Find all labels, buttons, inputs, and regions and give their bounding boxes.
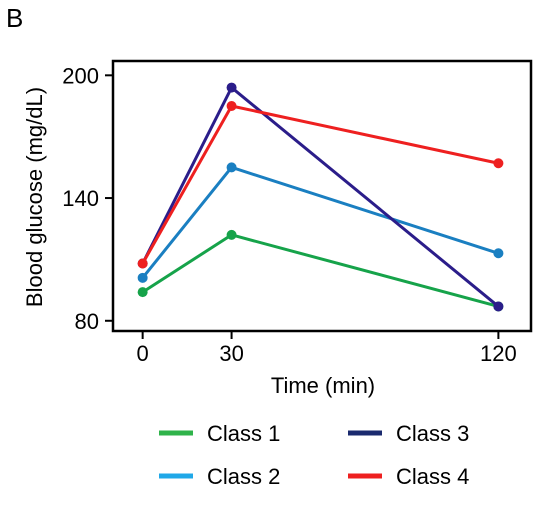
series-line	[141, 233, 499, 308]
legend-item: Class 2	[159, 464, 280, 489]
series-2	[137, 162, 504, 283]
series-layer	[137, 82, 504, 312]
data-point	[493, 158, 504, 169]
series-4	[137, 101, 504, 269]
series-1	[137, 229, 504, 312]
data-point	[493, 248, 504, 259]
y-tick-label: 200	[62, 63, 99, 88]
legend: Class 1 Class 2 Class 3 Class 4	[159, 421, 469, 489]
data-point	[226, 101, 237, 111]
plot-area	[111, 59, 533, 333]
data-point	[493, 301, 504, 312]
legend-item: Class 4	[348, 464, 469, 489]
data-point	[137, 272, 148, 283]
legend-label: Class 1	[207, 421, 280, 446]
legend-item: Class 3	[348, 421, 469, 446]
data-point	[137, 258, 148, 269]
y-axis-label: Blood glucose (mg/dL)	[22, 87, 47, 307]
x-tick-label: 30	[219, 341, 243, 366]
data-point	[226, 82, 237, 93]
y-tick-label: 140	[62, 186, 99, 211]
plot-frame	[111, 59, 533, 333]
legend-label: Class 2	[207, 464, 280, 489]
data-point	[226, 162, 237, 173]
x-tick-label: 120	[480, 341, 517, 366]
y-tick-label: 80	[75, 309, 99, 334]
legend-label: Class 4	[396, 464, 469, 489]
y-axis: 80 140 200	[62, 63, 113, 334]
legend-label: Class 3	[396, 421, 469, 446]
x-axis: 0 30 120	[137, 331, 517, 366]
data-point	[137, 287, 148, 298]
x-axis-label: Time (min)	[271, 373, 375, 398]
data-point	[226, 229, 237, 240]
x-tick-label: 0	[137, 341, 149, 366]
legend-item: Class 1	[159, 421, 280, 446]
panel-label: B	[6, 3, 23, 33]
series-line	[141, 104, 499, 265]
